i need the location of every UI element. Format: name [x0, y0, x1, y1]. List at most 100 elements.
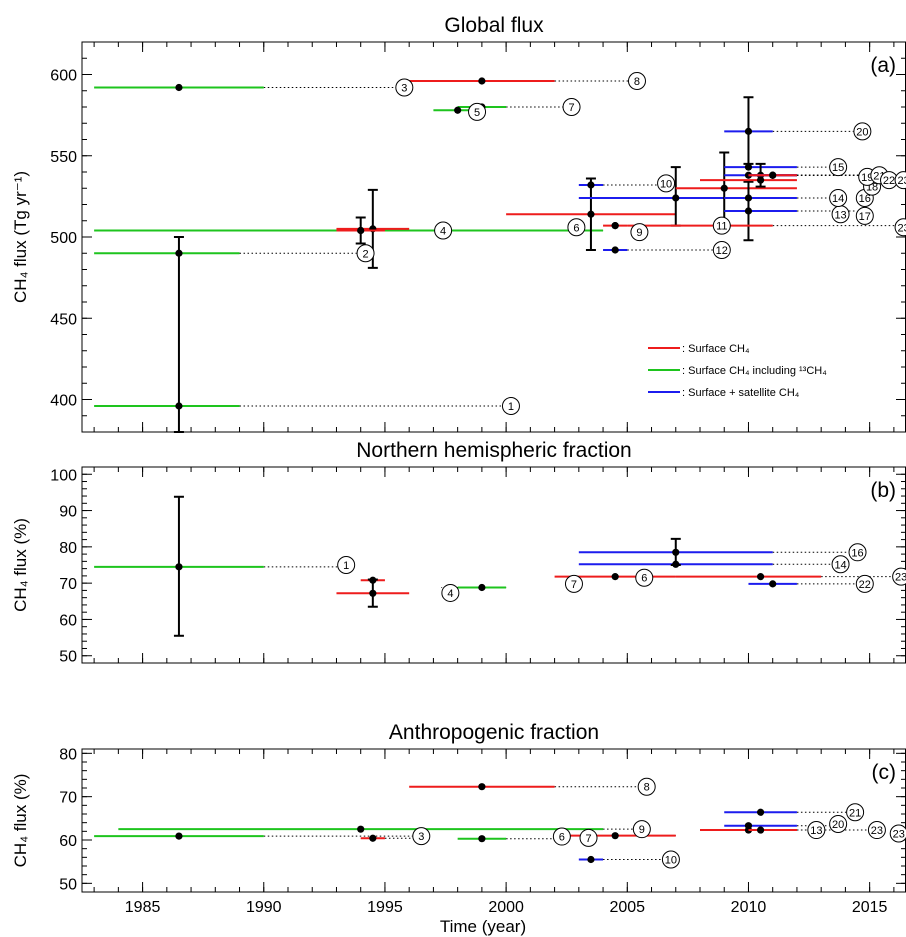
x-axis-label: Time (year)	[440, 917, 526, 936]
reference-circle	[829, 158, 848, 177]
reference-number: 14	[832, 193, 844, 205]
reference-number: 16	[859, 193, 871, 205]
x-tick-label: 1985	[125, 899, 161, 916]
reference-number: 9	[636, 227, 642, 239]
x-tick-label: 2000	[488, 899, 524, 916]
reference-number: 12	[716, 245, 728, 257]
reference-circle	[829, 814, 848, 833]
legend: : Surface CH₄ : Surface CH₄ including ¹³C…	[648, 343, 827, 399]
data-point	[769, 171, 777, 179]
data-point	[672, 194, 680, 202]
reference-number: 13	[834, 209, 846, 221]
reference-circle	[867, 821, 886, 840]
reference-circle	[356, 244, 375, 263]
reference-number: 22	[859, 579, 871, 591]
data-point	[744, 127, 753, 135]
reference-circle	[501, 397, 520, 415]
reference-number: 10	[665, 855, 677, 867]
reference-number: 2	[362, 248, 368, 260]
reference-number: 20	[832, 819, 844, 831]
y-tick-label: 80	[59, 540, 77, 557]
data-point	[369, 589, 377, 597]
reference-number: 23	[893, 829, 905, 841]
panel-1: Global flux (a) CH₄ flux (Tg yr⁻¹) 400 450 50…	[11, 14, 906, 433]
reference-number: 23	[871, 825, 883, 837]
reference-number: 7	[585, 833, 591, 845]
reference-number: 9	[639, 824, 645, 836]
data-point	[478, 783, 486, 791]
reference-number: 4	[447, 588, 453, 600]
reference-circle	[712, 241, 731, 259]
panel-label: (b)	[870, 479, 896, 502]
y-tick-label: 450	[50, 311, 77, 328]
y-tick-label: 50	[59, 876, 77, 893]
data-point	[175, 402, 183, 410]
legend-label: : Surface + satellite CH₄	[682, 387, 800, 399]
reference-number: 7	[571, 579, 577, 591]
legend-label: : Surface CH₄ including ¹³CH₄	[682, 365, 827, 377]
data-point	[611, 832, 619, 840]
reference-circle	[441, 583, 460, 602]
reference-circle	[552, 827, 571, 846]
plot-frame	[81, 466, 906, 664]
y-axis-label: CH₄ flux (%)	[11, 774, 30, 868]
data-point	[769, 580, 777, 588]
y-tick-label: 60	[59, 833, 77, 850]
reference-number: 3	[401, 83, 407, 95]
reference-number: 19	[861, 172, 873, 184]
reference-number: 23	[897, 175, 906, 187]
reference-number: 11	[716, 221, 727, 233]
data-point	[175, 83, 183, 92]
legend-label: : Surface CH₄	[682, 343, 750, 355]
reference-number: 8	[644, 782, 650, 794]
data-point	[587, 855, 595, 864]
data-point	[454, 106, 462, 114]
reference-circle	[892, 567, 906, 586]
y-axis-label: CH₄ flux (%)	[11, 518, 30, 612]
reference-circle	[848, 543, 867, 562]
y-tick-label: 70	[59, 790, 77, 807]
y-axis-label: CH₄ flux (Tg yr⁻¹)	[11, 171, 30, 303]
data-point	[672, 548, 680, 556]
reference-circle	[807, 821, 826, 840]
reference-circle	[564, 574, 583, 593]
reference-circle	[468, 102, 487, 121]
reference-number: 1	[343, 560, 349, 572]
reference-circle	[661, 850, 680, 869]
x-tick-label: 1995	[367, 899, 403, 916]
panel-title: Global flux	[444, 14, 544, 37]
x-tick-label: 1990	[246, 899, 282, 916]
data-point	[756, 808, 765, 816]
reference-number: 5	[474, 107, 480, 119]
reference-number: 4	[440, 226, 446, 238]
data-point	[357, 226, 365, 235]
reference-circle	[829, 189, 848, 207]
y-tick-label: 70	[59, 576, 77, 593]
reference-circle	[894, 218, 906, 237]
reference-number: 21	[849, 807, 861, 819]
reference-number: 1	[508, 401, 514, 413]
data-point	[720, 184, 728, 192]
y-tick-label: 600	[50, 68, 77, 85]
y-tick-label: 400	[50, 393, 77, 410]
data-point	[756, 826, 765, 834]
reference-number: 16	[851, 547, 863, 559]
x-tick-label: 2005	[609, 899, 645, 916]
reference-number: 20	[856, 126, 868, 138]
reference-number: 15	[832, 162, 844, 174]
data-point	[478, 583, 486, 592]
data-point	[611, 573, 619, 581]
reference-number: 6	[559, 832, 565, 844]
reference-circle	[889, 824, 906, 843]
data-point	[587, 210, 595, 218]
data-point	[744, 207, 753, 215]
reference-circle	[894, 171, 906, 190]
reference-circle	[657, 174, 676, 193]
reference-circle	[412, 827, 431, 846]
reference-circle	[395, 78, 414, 97]
reference-circle	[579, 828, 598, 847]
y-tick-label: 50	[59, 649, 77, 666]
y-tick-label: 100	[50, 467, 77, 484]
y-tick-label: 90	[59, 504, 77, 521]
